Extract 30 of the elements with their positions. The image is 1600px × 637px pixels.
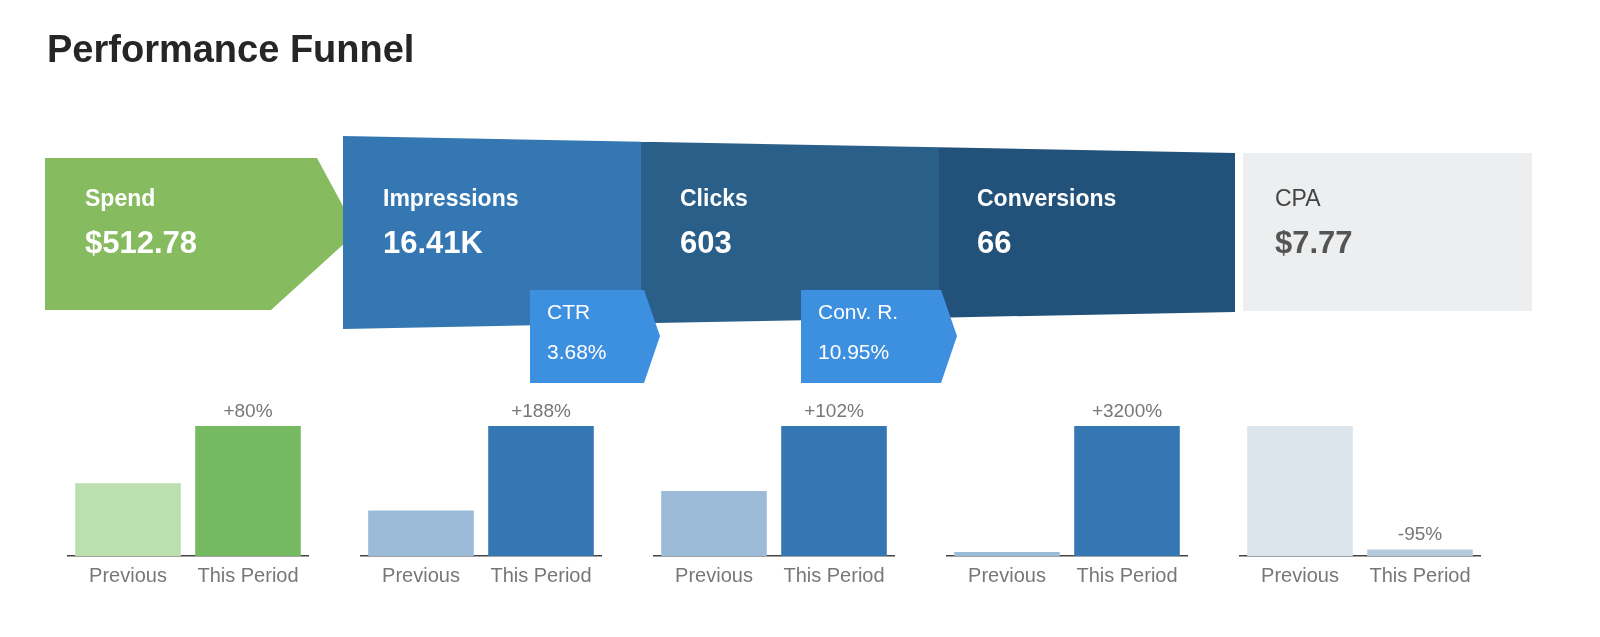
text: $7.77 — [1275, 225, 1353, 260]
category-label: Clicks — [680, 185, 748, 212]
annotation: +102% — [804, 399, 864, 421]
text: CTR — [547, 300, 591, 324]
text: 16.41K — [383, 225, 483, 260]
x-tick-label: Previous — [382, 563, 460, 586]
text: 3.68% — [547, 340, 607, 364]
text: Conv. R. — [818, 300, 899, 324]
category-label: Impressions — [383, 185, 519, 212]
category-label: Spend — [85, 185, 156, 212]
x-tick-label: Previous — [1261, 563, 1339, 586]
x-tick-label: This Period — [197, 563, 299, 586]
text: 10.95% — [818, 340, 890, 364]
text: $512.78 — [85, 225, 198, 260]
annotation: +188% — [511, 399, 571, 421]
x-tick-label: Previous — [89, 563, 167, 586]
annotation: +3200% — [1091, 399, 1163, 421]
text: Performance Funnel — [47, 28, 415, 71]
category-label: CPA — [1275, 185, 1321, 212]
x-tick-label: This Period — [783, 563, 885, 586]
x-tick-label: This Period — [1369, 563, 1471, 586]
x-tick-label: This Period — [490, 563, 592, 586]
text: 603 — [680, 225, 732, 260]
x-tick-label: Previous — [675, 563, 753, 586]
x-tick-label: Previous — [968, 563, 1046, 586]
annotation: -95% — [1397, 523, 1443, 545]
annotation: +80% — [223, 399, 273, 421]
category-label: Conversions — [977, 185, 1117, 212]
x-tick-label: This Period — [1076, 563, 1178, 586]
text: 66 — [977, 225, 1012, 260]
